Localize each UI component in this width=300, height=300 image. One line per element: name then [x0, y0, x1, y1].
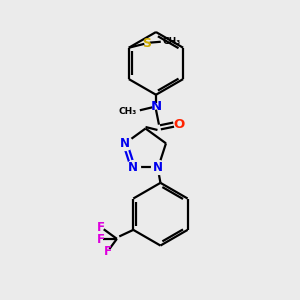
Text: O: O: [173, 118, 184, 130]
Text: N: N: [153, 161, 163, 174]
Text: F: F: [97, 221, 105, 234]
Text: S: S: [142, 37, 151, 50]
Text: F: F: [97, 233, 104, 246]
Text: N: N: [150, 100, 161, 112]
Text: F: F: [104, 245, 112, 258]
Text: N: N: [120, 137, 130, 150]
Text: N: N: [128, 161, 138, 174]
Text: CH₃: CH₃: [163, 37, 181, 46]
Text: CH₃: CH₃: [118, 107, 137, 116]
